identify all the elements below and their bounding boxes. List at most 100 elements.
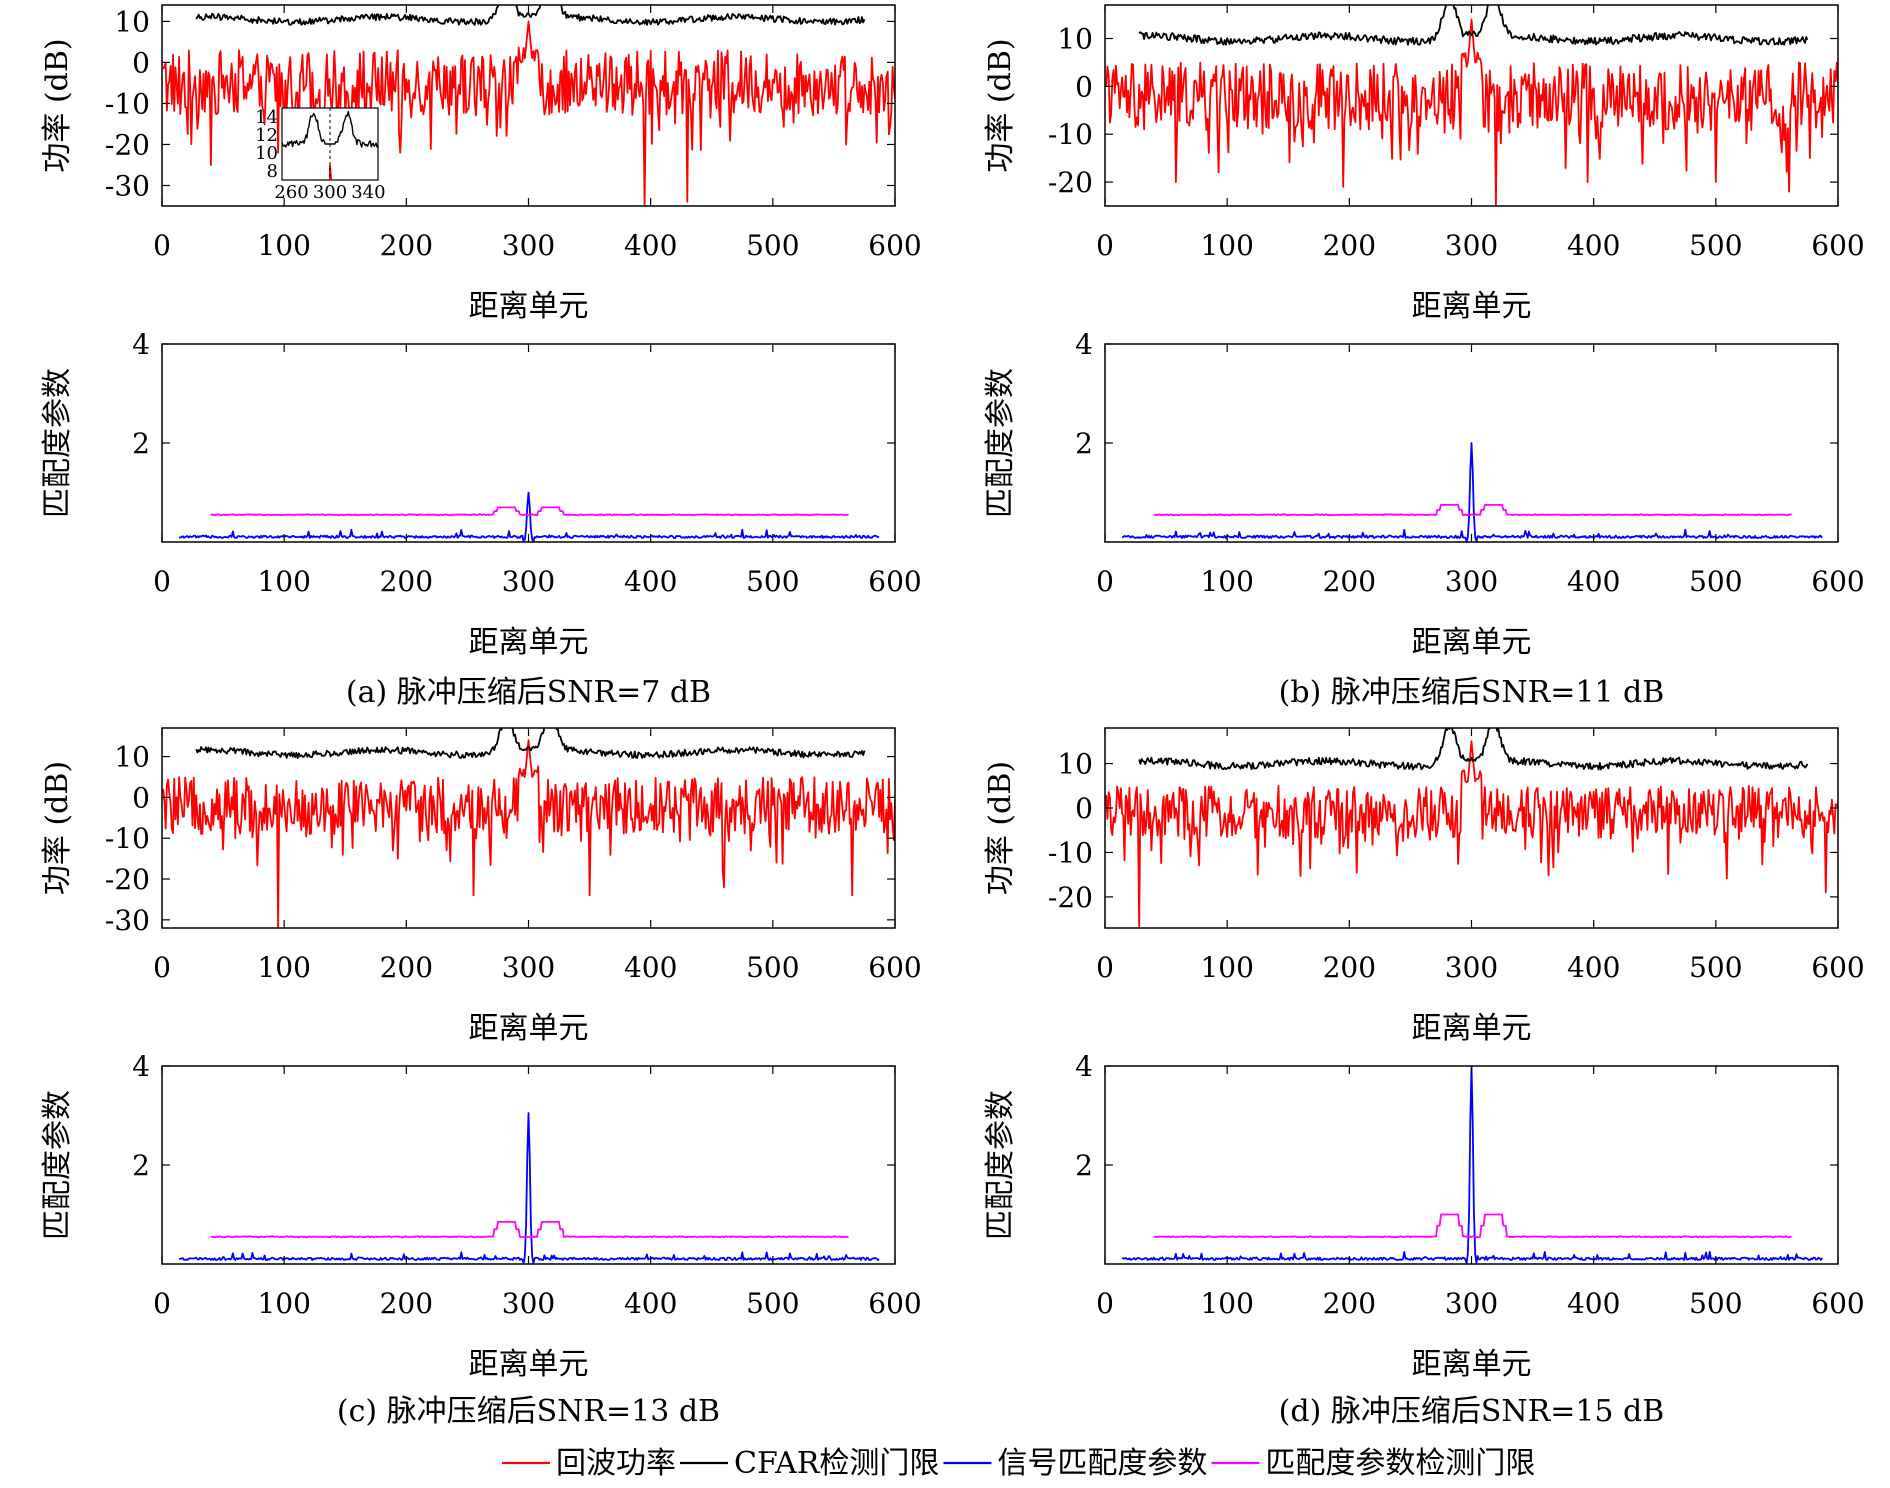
power-a-ytick-label: -30 [105, 169, 150, 202]
power-a-ytick-label: -10 [105, 87, 150, 120]
power-a-ytick-label: 0 [132, 46, 150, 79]
inset-ytick-label: 14 [255, 107, 278, 128]
legend-item: 回波功率 [502, 1446, 676, 1481]
match-b-xlabel: 距离单元 [1412, 625, 1532, 660]
power-a-xtick-label: 400 [624, 229, 677, 262]
power-c-frame [161, 727, 896, 929]
power-c-xtick-label: 100 [257, 951, 310, 984]
match-a-xtick-label: 400 [624, 565, 677, 598]
match-c-xtick-label: 500 [746, 1287, 799, 1320]
caption-b: (b) 脉冲压缩后SNR=11 dB [1279, 675, 1665, 710]
echo-power-line [1105, 18, 1838, 206]
power-c-ytick-label: 10 [114, 741, 150, 774]
match-plot-d: 0 100 200 300 400 500 600 4 2 距离单元 匹配度参数 [983, 1050, 1865, 1382]
match-parameter-line [178, 1112, 880, 1264]
inset-ytick-label: 10 [255, 143, 278, 164]
power-b-ytick-label: -20 [1048, 166, 1093, 199]
power-a-xtick-label: 500 [746, 229, 799, 262]
power-d-ytick-label: -10 [1048, 836, 1093, 869]
match-b-ylabel: 匹配度参数 [983, 368, 1018, 518]
match-d-xtick-label: 600 [1811, 1287, 1864, 1320]
power-c-xtick-label: 0 [153, 951, 171, 984]
power-series-c [162, 728, 895, 928]
match-a-xtick-label: 500 [746, 565, 799, 598]
match-c-xtick-label: 400 [624, 1287, 677, 1320]
match-c-ytick-label: 2 [132, 1149, 150, 1182]
match-a-xtick-label: 300 [502, 565, 555, 598]
match-a-xtick-label: 600 [868, 565, 921, 598]
match-d-ytick-label: 4 [1075, 1050, 1093, 1083]
power-a-ytick-label: -20 [105, 128, 150, 161]
power-d-xtick-label: 400 [1567, 951, 1620, 984]
power-b-ylabel: 功率 (dB) [983, 38, 1018, 172]
power-c-ytick-label: 0 [132, 781, 150, 814]
match-series-c [178, 1112, 880, 1264]
match-threshold-line [210, 1221, 849, 1239]
power-b-xtick-label: 400 [1567, 229, 1620, 262]
match-c-xtick-label: 200 [380, 1287, 433, 1320]
power-c-ylabel: 功率 (dB) [40, 761, 75, 895]
match-b-xtick-label: 100 [1200, 565, 1253, 598]
match-series-a [178, 491, 880, 542]
match-c-xtick-label: 0 [153, 1287, 171, 1320]
match-c-ylabel: 匹配度参数 [40, 1090, 75, 1240]
match-threshold-line [1153, 1213, 1792, 1239]
match-c-xlabel: 距离单元 [469, 1347, 589, 1382]
caption-d: (d) 脉冲压缩后SNR=15 dB [1279, 1394, 1665, 1429]
match-plot-b: 0 100 200 300 400 500 600 4 2 距离单元 匹配度参数 [983, 328, 1865, 660]
power-c-ytick-label: -10 [105, 822, 150, 855]
power-c-xlabel: 距离单元 [469, 1011, 589, 1046]
match-threshold-line [210, 506, 849, 517]
legend-label: 匹配度参数检测门限 [1265, 1446, 1535, 1481]
cfar-threshold-line [1138, 728, 1809, 771]
match-d-ytick-label: 2 [1075, 1149, 1093, 1182]
power-d-xtick-label: 600 [1811, 951, 1864, 984]
match-threshold-line [1153, 503, 1792, 517]
legend-label: CFAR检测门限 [734, 1446, 939, 1481]
match-b-xtick-label: 500 [1689, 565, 1742, 598]
match-parameter-line [178, 491, 880, 542]
power-a-ylabel: 功率 (dB) [40, 38, 75, 172]
power-c-xtick-label: 300 [502, 951, 555, 984]
legend-label: 信号匹配度参数 [997, 1446, 1207, 1481]
cfar-threshold-line [195, 5, 866, 26]
match-a-xlabel: 距离单元 [469, 625, 589, 660]
match-a-ylabel: 匹配度参数 [40, 368, 75, 518]
match-c-frame [161, 1065, 896, 1265]
power-c-xtick-label: 400 [624, 951, 677, 984]
power-c-ytick-label: -30 [105, 904, 150, 937]
power-d-xlabel: 距离单元 [1412, 1011, 1532, 1046]
power-b-xtick-label: 300 [1445, 229, 1498, 262]
match-c-ytick-label: 4 [132, 1050, 150, 1083]
match-b-xtick-label: 400 [1567, 565, 1620, 598]
inset-xtick-label: 340 [351, 182, 385, 203]
power-d-xtick-label: 0 [1096, 951, 1114, 984]
caption-a: (a) 脉冲压缩后SNR=7 dB [346, 675, 711, 710]
match-b-xtick-label: 600 [1811, 565, 1864, 598]
legend-item: 匹配度参数检测门限 [1211, 1446, 1535, 1481]
power-d-xtick-label: 100 [1200, 951, 1253, 984]
echo-power-line [162, 739, 895, 928]
match-a-frame [161, 343, 896, 543]
power-d-ytick-label: 0 [1075, 792, 1093, 825]
power-a-xtick-label: 200 [380, 229, 433, 262]
power-b-xtick-label: 600 [1811, 229, 1864, 262]
match-d-ylabel: 匹配度参数 [983, 1090, 1018, 1240]
power-series-d [1105, 728, 1838, 928]
power-d-xtick-label: 300 [1445, 951, 1498, 984]
power-a-xtick-label: 0 [153, 229, 171, 262]
power-a-xlabel: 距离单元 [469, 289, 589, 324]
match-a-ytick-label: 2 [132, 427, 150, 460]
match-b-xtick-label: 0 [1096, 565, 1114, 598]
match-c-xtick-label: 100 [257, 1287, 310, 1320]
legend-label: 回波功率 [556, 1446, 676, 1481]
match-d-xtick-label: 200 [1323, 1287, 1376, 1320]
power-d-xtick-label: 200 [1323, 951, 1376, 984]
match-series-d [1121, 1065, 1823, 1264]
